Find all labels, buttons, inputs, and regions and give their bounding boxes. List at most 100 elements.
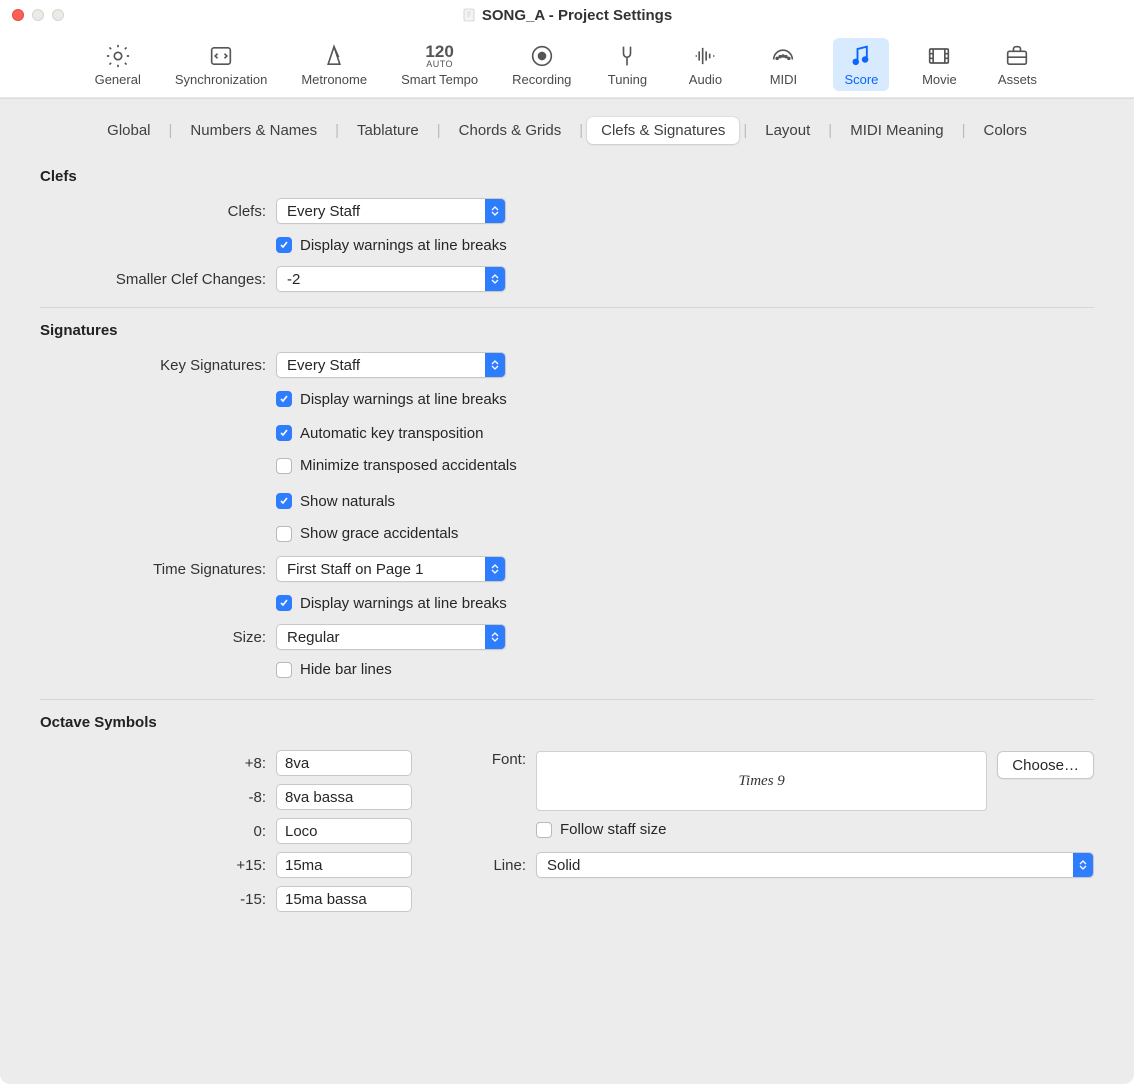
font-preview: Times 9 [536, 751, 987, 811]
toolbar-label: Smart Tempo [401, 72, 478, 87]
chevron-updown-icon [485, 353, 505, 377]
octave-value-field[interactable]: 15ma bassa [276, 886, 412, 912]
clefs-select[interactable]: Every Staff [276, 198, 506, 224]
size-label: Size: [40, 629, 276, 646]
octave-value-field[interactable]: 8va bassa [276, 784, 412, 810]
tempo-sub: AUTO [426, 60, 453, 69]
toolbar-item-assets[interactable]: Assets [989, 38, 1045, 91]
subtab-chords-grids[interactable]: Chords & Grids [445, 117, 576, 144]
subtab-tablature[interactable]: Tablature [343, 117, 433, 144]
line-select[interactable]: Solid [536, 852, 1094, 878]
checkbox-label: Display warnings at line breaks [300, 595, 507, 612]
signature-option-checkbox[interactable]: Automatic key transposition [276, 425, 483, 442]
toolbar-item-synchronization[interactable]: Synchronization [169, 38, 274, 91]
subtab-numbers-names[interactable]: Numbers & Names [176, 117, 331, 144]
choose-font-button[interactable]: Choose… [997, 751, 1094, 779]
clefs-warnings-checkbox[interactable]: Display warnings at line breaks [276, 237, 507, 254]
octave-value-field[interactable]: 8va [276, 750, 412, 776]
checkbox-label: Display warnings at line breaks [300, 391, 507, 408]
window-title-text: SONG_A - Project Settings [482, 7, 672, 24]
smaller-clef-select[interactable]: -2 [276, 266, 506, 292]
octave-row-label: +15: [40, 857, 276, 874]
subtab-clefs-signatures[interactable]: Clefs & Signatures [587, 117, 739, 144]
time-signatures-select[interactable]: First Staff on Page 1 [276, 556, 506, 582]
waveform-icon [691, 42, 719, 70]
toolbar-item-score[interactable]: Score [833, 38, 889, 91]
octave-row-label: -15: [40, 891, 276, 908]
signature-option-checkbox[interactable]: Show grace accidentals [276, 525, 458, 542]
toolbar-item-general[interactable]: General [89, 38, 147, 91]
signature-option-checkbox[interactable]: Show naturals [276, 493, 395, 510]
subtab-midi-meaning[interactable]: MIDI Meaning [836, 117, 957, 144]
toolbar-label: General [95, 72, 141, 87]
octave-value-field[interactable]: 15ma [276, 852, 412, 878]
tuning-fork-icon [613, 42, 641, 70]
follow-staff-size-checkbox[interactable]: Follow staff size [536, 821, 666, 838]
checkbox-label: Show naturals [300, 493, 395, 510]
toolbar-label: Synchronization [175, 72, 268, 87]
score-icon [847, 42, 875, 70]
subtab-bar: Global | Numbers & Names | Tablature | C… [40, 117, 1094, 144]
subtab-layout[interactable]: Layout [751, 117, 824, 144]
toolbar-item-midi[interactable]: MIDI [755, 38, 811, 91]
hide-bar-lines-checkbox[interactable]: Hide bar lines [276, 661, 392, 678]
checkbox-label: Minimize transposed accidentals [300, 457, 517, 474]
content-area: Global | Numbers & Names | Tablature | C… [0, 98, 1134, 1084]
toolbar-label: Score [844, 72, 878, 87]
separator: | [433, 122, 445, 139]
octave-row-label: +8: [40, 755, 276, 772]
time-warnings-checkbox[interactable]: Display warnings at line breaks [276, 595, 507, 612]
clefs-label: Clefs: [40, 203, 276, 220]
toolbar-item-recording[interactable]: Recording [506, 38, 577, 91]
line-label: Line: [480, 857, 536, 874]
separator: | [575, 122, 587, 139]
window-title: SONG_A - Project Settings [0, 7, 1134, 24]
briefcase-icon [1003, 42, 1031, 70]
chevron-updown-icon [1073, 853, 1093, 877]
section-title-octave: Octave Symbols [40, 714, 1094, 731]
signature-option-checkbox[interactable]: Display warnings at line breaks [276, 391, 507, 408]
metronome-icon [320, 42, 348, 70]
toolbar-label: MIDI [770, 72, 797, 87]
separator [40, 307, 1094, 308]
signature-option-checkbox[interactable]: Minimize transposed accidentals [276, 457, 517, 474]
key-signatures-select[interactable]: Every Staff [276, 352, 506, 378]
select-value: Regular [277, 629, 348, 646]
octave-value-field[interactable]: Loco [276, 818, 412, 844]
toolbar-label: Tuning [608, 72, 647, 87]
separator [40, 699, 1094, 700]
toolbar-item-smart-tempo[interactable]: 120 AUTO Smart Tempo [395, 38, 484, 91]
settings-window: SONG_A - Project Settings General Synchr… [0, 0, 1134, 1084]
chevron-updown-icon [485, 267, 505, 291]
select-value: Every Staff [277, 357, 368, 374]
midi-icon [769, 42, 797, 70]
octave-row-label: 0: [40, 823, 276, 840]
select-value: -2 [277, 271, 308, 288]
subtab-colors[interactable]: Colors [969, 117, 1040, 144]
document-icon [462, 8, 476, 22]
toolbar-item-metronome[interactable]: Metronome [295, 38, 373, 91]
toolbar-label: Recording [512, 72, 571, 87]
smaller-clef-label: Smaller Clef Changes: [40, 271, 276, 288]
toolbar-item-audio[interactable]: Audio [677, 38, 733, 91]
separator: | [824, 122, 836, 139]
select-value: First Staff on Page 1 [277, 561, 431, 578]
gear-icon [104, 42, 132, 70]
movie-icon [925, 42, 953, 70]
size-select[interactable]: Regular [276, 624, 506, 650]
toolbar-item-movie[interactable]: Movie [911, 38, 967, 91]
separator: | [739, 122, 751, 139]
time-signatures-label: Time Signatures: [40, 561, 276, 578]
checkbox-label: Hide bar lines [300, 661, 392, 678]
toolbar: General Synchronization Metronome 120 AU… [0, 30, 1134, 98]
tempo-icon: 120 AUTO [425, 42, 453, 70]
chevron-updown-icon [485, 557, 505, 581]
subtab-global[interactable]: Global [93, 117, 164, 144]
toolbar-label: Audio [689, 72, 722, 87]
font-label: Font: [480, 751, 536, 768]
checkbox-label: Show grace accidentals [300, 525, 458, 542]
select-value: Every Staff [277, 203, 368, 220]
toolbar-item-tuning[interactable]: Tuning [599, 38, 655, 91]
tempo-value: 120 [425, 43, 453, 60]
toolbar-label: Metronome [301, 72, 367, 87]
